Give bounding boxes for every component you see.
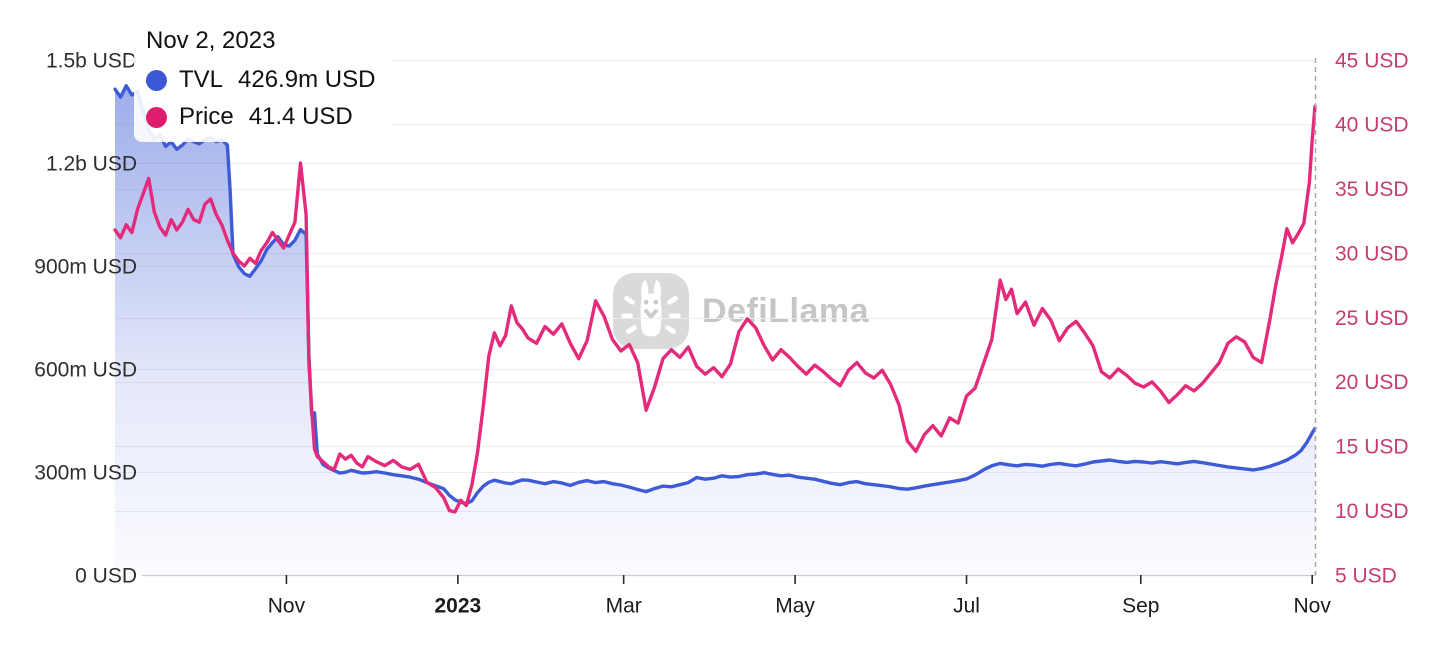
price-axis-label: 10 USD bbox=[1335, 500, 1409, 523]
tooltip-row-tvl: TVL 426.9m USD bbox=[146, 65, 375, 95]
price-line bbox=[113, 104, 1317, 514]
price-axis-label: 25 USD bbox=[1335, 307, 1409, 330]
price-axis-label: 45 USD bbox=[1335, 49, 1409, 72]
tvl-area bbox=[115, 85, 1315, 576]
price-label: Price bbox=[179, 103, 234, 130]
price-axis-label: 35 USD bbox=[1335, 178, 1409, 201]
x-tick-label: Sep bbox=[1122, 594, 1159, 617]
tvl-axis-label: 900m USD bbox=[34, 255, 137, 278]
tvl-axis-label: 0 USD bbox=[75, 564, 137, 587]
price-legend-dot bbox=[146, 106, 167, 128]
x-tick-label: Jul bbox=[953, 594, 980, 617]
tvl-axis-label: 1.5b USD bbox=[46, 49, 137, 72]
x-tick-label: May bbox=[775, 594, 815, 617]
tvl-legend-dot bbox=[146, 69, 167, 91]
defillama-watermark-text: DefiLlama bbox=[702, 291, 869, 330]
defillama-logo-icon bbox=[612, 272, 690, 350]
tooltip-date: Nov 2, 2023 bbox=[146, 27, 276, 54]
tvl-value: 426.9m USD bbox=[238, 66, 376, 93]
price-value: 41.4 USD bbox=[248, 103, 353, 130]
x-axis: Nov 2023 Mar May Jul Sep Nov bbox=[268, 575, 1332, 617]
tvl-label: TVL bbox=[179, 66, 224, 93]
tvl-line bbox=[113, 84, 1317, 506]
price-axis-label: 20 USD bbox=[1335, 371, 1409, 394]
defillama-watermark: DefiLlama bbox=[612, 272, 869, 350]
right-axis-labels: 5 USD 10 USD 15 USD 20 USD 25 USD 30 USD 35 US… bbox=[1335, 49, 1409, 587]
x-tick-label: Nov bbox=[1294, 594, 1332, 617]
price-axis-label: 30 USD bbox=[1335, 242, 1409, 265]
tooltip-row-price: Price 41.4 USD bbox=[146, 102, 375, 132]
tvl-axis-label: 600m USD bbox=[34, 358, 137, 381]
chart-tooltip: Nov 2, 2023 TVL 426.9m USD Price 41.4 US… bbox=[134, 20, 392, 142]
price-axis-label: 40 USD bbox=[1335, 114, 1409, 137]
price-axis-label: 5 USD bbox=[1335, 564, 1397, 587]
x-tick-label: Nov bbox=[268, 594, 306, 617]
tvl-axis-label: 300m USD bbox=[34, 461, 137, 484]
tvl-axis-label: 1.2b USD bbox=[46, 152, 137, 175]
x-tick-label: 2023 bbox=[434, 594, 481, 617]
x-tick-label: Mar bbox=[606, 594, 642, 617]
price-axis-label: 15 USD bbox=[1335, 436, 1409, 459]
left-axis-labels: 0 USD 300m USD 600m USD 900m USD 1.2b USD 1.5… bbox=[34, 49, 137, 587]
